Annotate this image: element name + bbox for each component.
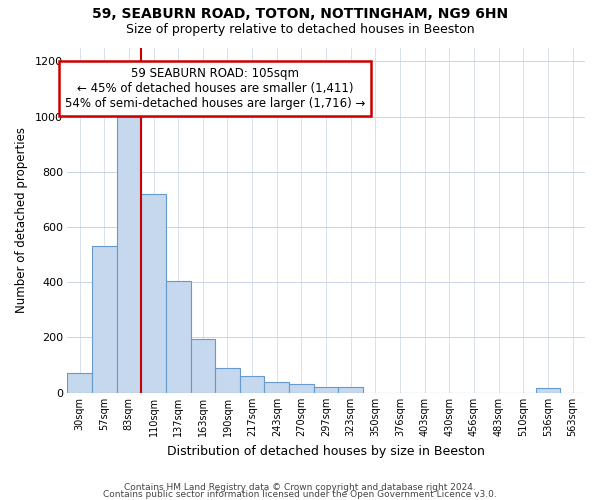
X-axis label: Distribution of detached houses by size in Beeston: Distribution of detached houses by size … (167, 444, 485, 458)
Bar (338, 387, 363, 392)
Bar (240, 376, 265, 392)
Bar (536, 388, 560, 392)
Bar (215, 368, 240, 392)
Text: Contains public sector information licensed under the Open Government Licence v3: Contains public sector information licen… (103, 490, 497, 499)
Bar (141, 194, 166, 392)
Text: 59 SEABURN ROAD: 105sqm
← 45% of detached houses are smaller (1,411)
54% of semi: 59 SEABURN ROAD: 105sqm ← 45% of detache… (65, 67, 365, 110)
Text: Size of property relative to detached houses in Beeston: Size of property relative to detached ho… (125, 22, 475, 36)
Bar (191, 339, 215, 392)
Bar (314, 387, 338, 392)
Bar (67, 374, 92, 392)
Bar (289, 384, 314, 392)
Text: Contains HM Land Registry data © Crown copyright and database right 2024.: Contains HM Land Registry data © Crown c… (124, 484, 476, 492)
Bar (92, 246, 116, 392)
Bar (116, 116, 141, 392)
Bar (265, 382, 289, 392)
Text: 59, SEABURN ROAD, TOTON, NOTTINGHAM, NG9 6HN: 59, SEABURN ROAD, TOTON, NOTTINGHAM, NG9… (92, 8, 508, 22)
Y-axis label: Number of detached properties: Number of detached properties (15, 127, 28, 313)
Bar (166, 281, 191, 392)
